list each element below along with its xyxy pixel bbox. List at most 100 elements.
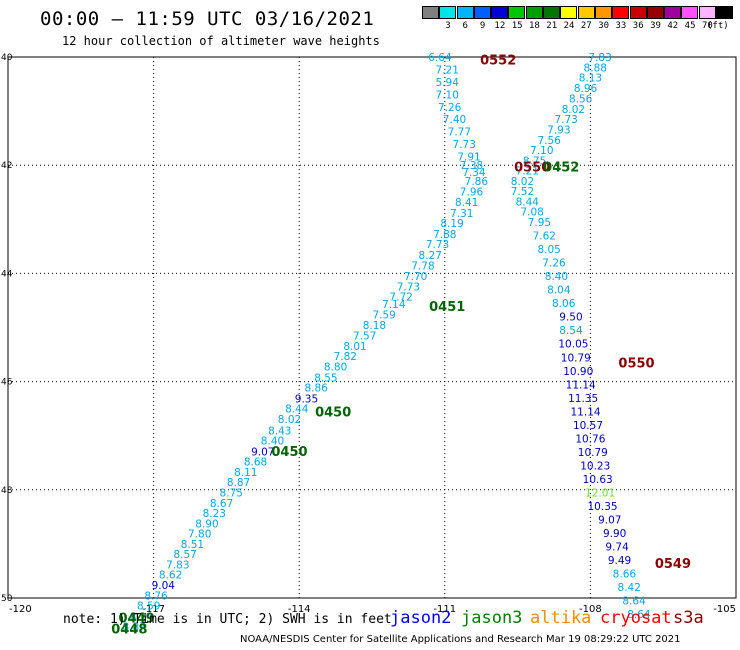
wave-height-value: 8.59 (137, 601, 160, 613)
wave-height-value: 8.96 (574, 83, 598, 95)
scale-swatch (456, 6, 474, 19)
scale-label: 45 (684, 21, 696, 31)
wave-height-value: 7.93 (547, 124, 570, 136)
wave-height-value: 11.14 (571, 406, 601, 418)
legend-cryosat: cryosat (600, 608, 672, 628)
pass-time-label: 0552 (480, 54, 516, 69)
pass-time-label: 0550 (514, 160, 550, 175)
wave-height-value: 7.14 (382, 299, 406, 311)
scale-unit-label: (ft) (707, 21, 729, 31)
lon-tick-label: -120 (9, 604, 32, 615)
scale-swatch (422, 6, 439, 19)
wave-height-value: 8.18 (363, 320, 386, 332)
wave-height-value: 7.82 (334, 351, 357, 363)
wave-height-value: 7.26 (542, 258, 566, 270)
lat-tick-label: 40 (1, 53, 13, 63)
lon-tick-label: -114 (288, 604, 311, 615)
wave-height-value: 8.43 (268, 425, 291, 437)
scale-swatch (543, 6, 561, 19)
scale-step: 15 (508, 6, 526, 31)
wave-height-value: 8.40 (261, 436, 284, 448)
wave-height-value: 7.73 (397, 281, 420, 293)
scale-label: 12 (494, 21, 506, 31)
wave-height-color-scale: 3 6 9 12 15 18 21 24 27 30 33 36 39 42 45 70 (422, 6, 734, 31)
scale-swatch (681, 6, 699, 19)
wave-height-value: 7.91 (457, 152, 480, 164)
scale-swatch (594, 6, 612, 19)
pass-time-label: 0452 (543, 160, 579, 175)
scale-label: 70 (701, 21, 713, 31)
lat-tick-label: 50 (1, 594, 13, 604)
wave-height-value: 8.41 (455, 197, 478, 209)
lon-tick-label: -111 (433, 604, 456, 615)
wave-height-value: 8.64 (622, 596, 646, 608)
wave-height-value: 5.94 (436, 77, 460, 89)
scale-label: 39 (650, 21, 661, 31)
wave-height-value: 10.23 (580, 460, 610, 472)
wave-height-value: 8.68 (244, 457, 267, 469)
scale-label: 24 (563, 21, 575, 31)
scale-step: 24 (560, 6, 578, 31)
wave-height-value: 7.80 (188, 529, 211, 541)
wave-height-value: 8.57 (173, 549, 196, 561)
wave-height-value: 8.23 (203, 508, 226, 520)
scale-step: 9 (473, 6, 491, 31)
scale-label: 27 (580, 21, 592, 31)
wave-height-value: 8.66 (613, 569, 637, 581)
wave-height-value: 8.44 (516, 196, 540, 208)
scale-step (716, 6, 734, 31)
wave-height-value: 8.55 (314, 372, 337, 384)
wave-height-value: 8.86 (304, 383, 328, 395)
wave-height-value: 8.40 (545, 271, 568, 283)
wave-height-value: 12.01 (585, 488, 615, 500)
wave-height-value: 10.63 (583, 474, 613, 486)
wave-height-value: 8.54 (559, 325, 583, 337)
wave-height-value: 7.56 (537, 135, 561, 147)
lat-tick-label: 46 (1, 378, 13, 388)
scale-swatch (525, 6, 543, 19)
scale-swatch (646, 6, 664, 19)
wave-height-value: 9.04 (152, 580, 176, 592)
wave-height-value: 7.40 (443, 114, 466, 126)
wave-height-value: 7.59 (372, 310, 395, 322)
wave-height-value: 8.75 (523, 155, 546, 167)
wave-height-value: 7.77 (448, 127, 471, 139)
scale-swatch (698, 6, 716, 19)
wave-height-value: 9.49 (608, 555, 631, 567)
pass-time-label: 0451 (429, 300, 465, 315)
wave-height-value: 8.67 (210, 498, 233, 510)
scale-step: 21 (543, 6, 561, 31)
wave-height-value: 7.86 (465, 176, 489, 188)
wave-height-value: 7.21 (516, 166, 539, 178)
wave-height-value: 8.42 (618, 582, 641, 594)
wave-height-value: 10.05 (558, 339, 588, 351)
wave-height-value: 7.70 (404, 271, 427, 283)
scale-label: 30 (598, 21, 610, 31)
legend-jason3: jason3 (461, 608, 523, 628)
wave-height-value: 8.62 (159, 570, 182, 582)
wave-height-value: 7.73 (426, 239, 449, 251)
wave-height-value: 10.79 (561, 352, 591, 364)
wave-height-value: 7.83 (588, 52, 611, 64)
wave-height-value: 8.05 (537, 244, 560, 256)
wave-height-value: 8.24 (130, 611, 154, 623)
wave-height-value: 11.35 (568, 393, 598, 405)
lon-tick-label: -108 (579, 604, 602, 615)
scale-label: 3 (445, 21, 451, 31)
scale-swatch (491, 6, 509, 19)
note-text: note: 1) Time is in UTC; 2) SWH is in fe… (63, 612, 392, 627)
scale-step: 42 (664, 6, 682, 31)
legend-s3a: s3a (673, 608, 704, 628)
pass-time-label: 0448 (111, 622, 147, 637)
scale-label: 15 (511, 21, 523, 31)
wave-height-value: 7.62 (533, 231, 556, 243)
scale-swatch (716, 6, 734, 19)
wave-height-value: 7.31 (450, 208, 473, 220)
scale-label: 6 (462, 21, 468, 31)
wave-height-value: 7.96 (460, 187, 484, 199)
scale-step: 30 (594, 6, 612, 31)
scale-label: 21 (546, 21, 558, 31)
wave-height-value: 8.13 (579, 73, 602, 85)
scale-step: 70 (698, 6, 716, 31)
